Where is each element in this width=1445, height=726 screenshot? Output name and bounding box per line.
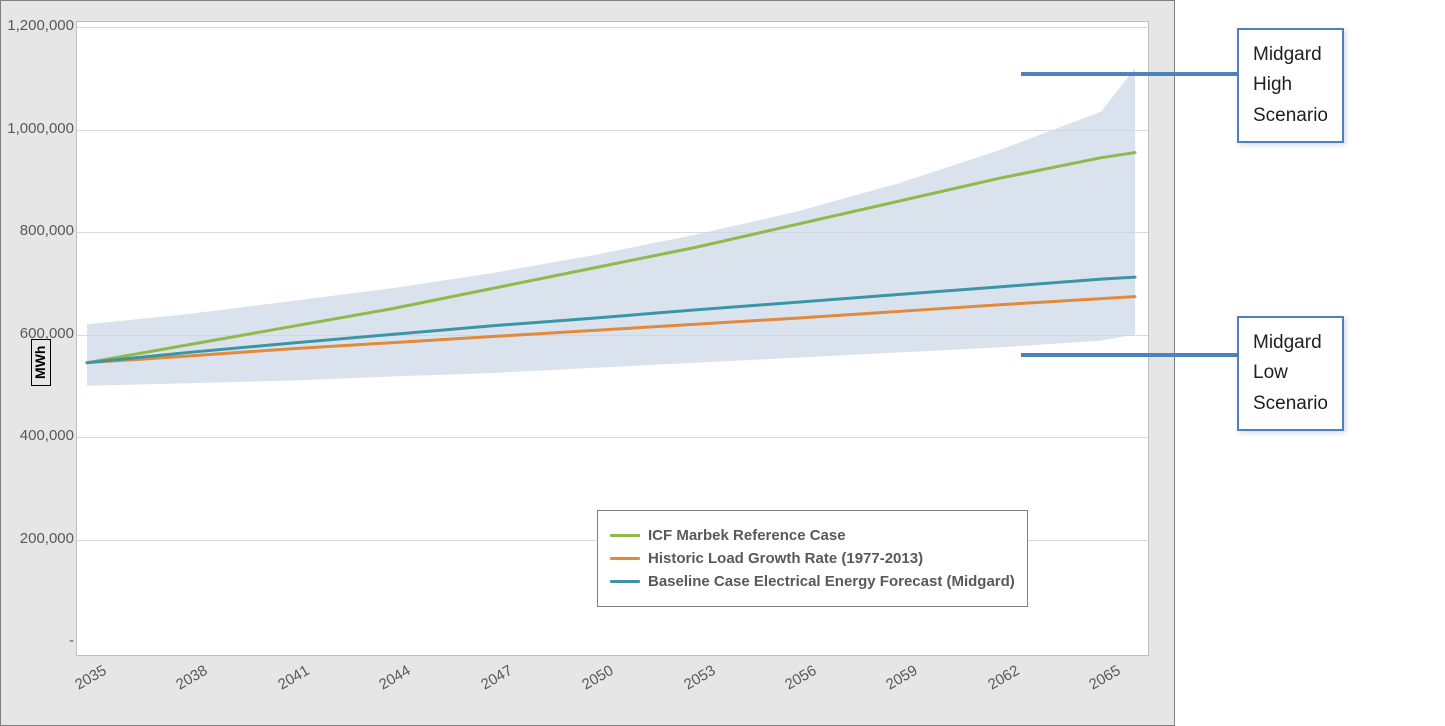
- x-tick-label: 2035: [40, 662, 109, 712]
- x-tick-label: 2044: [345, 662, 414, 712]
- x-tick-label: 2062: [953, 662, 1022, 712]
- legend-label: ICF Marbek Reference Case: [648, 527, 846, 544]
- x-tick-label: 2038: [142, 662, 211, 712]
- callout-line-low: [1021, 353, 1237, 357]
- legend-swatch-historic: [610, 557, 640, 560]
- callout-low-scenario: Midgard Low Scenario: [1237, 316, 1344, 431]
- y-tick-label: 400,000: [6, 427, 74, 444]
- callout-line-high: [1021, 72, 1237, 76]
- x-tick-label: 2053: [649, 662, 718, 712]
- y-tick-label: 1,000,000: [6, 120, 74, 137]
- chart-outer-frame: MWh ICF Marbek Reference Case Historic L…: [0, 0, 1175, 726]
- legend-item-historic: Historic Load Growth Rate (1977-2013): [610, 550, 1015, 567]
- y-axis-title: MWh: [31, 339, 51, 386]
- x-tick-label: 2041: [243, 662, 312, 712]
- x-tick-label: 2056: [750, 662, 819, 712]
- y-tick-label: 200,000: [6, 530, 74, 547]
- callout-high-scenario: Midgard High Scenario: [1237, 28, 1344, 143]
- x-tick-label: 2059: [852, 662, 921, 712]
- y-tick-label: 1,200,000: [6, 17, 74, 34]
- y-tick-label: 600,000: [6, 325, 74, 342]
- plot-area: ICF Marbek Reference Case Historic Load …: [76, 21, 1149, 656]
- legend-item-icf: ICF Marbek Reference Case: [610, 527, 1015, 544]
- y-tick-label: -: [6, 632, 74, 649]
- legend-label: Baseline Case Electrical Energy Forecast…: [648, 573, 1015, 590]
- legend-swatch-icf: [610, 534, 640, 537]
- x-tick-label: 2047: [446, 662, 515, 712]
- x-tick-label: 2050: [547, 662, 616, 712]
- legend-swatch-baseline: [610, 580, 640, 583]
- legend: ICF Marbek Reference Case Historic Load …: [597, 510, 1028, 607]
- x-tick-label: 2065: [1055, 662, 1124, 712]
- legend-item-baseline: Baseline Case Electrical Energy Forecast…: [610, 573, 1015, 590]
- legend-label: Historic Load Growth Rate (1977-2013): [648, 550, 923, 567]
- scenario-band: [87, 68, 1135, 386]
- y-tick-label: 800,000: [6, 222, 74, 239]
